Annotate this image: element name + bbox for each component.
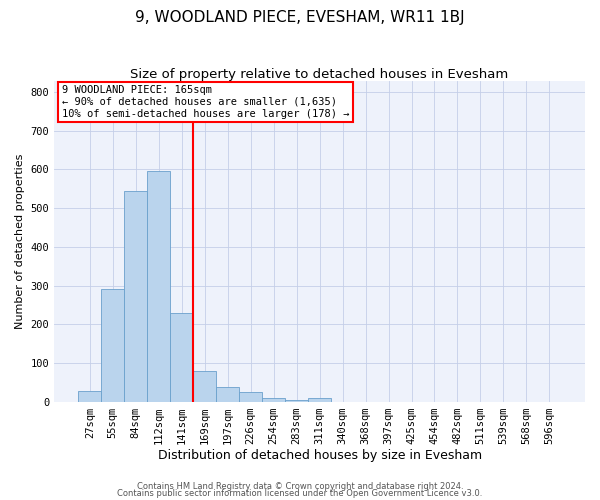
X-axis label: Distribution of detached houses by size in Evesham: Distribution of detached houses by size … bbox=[158, 450, 482, 462]
Y-axis label: Number of detached properties: Number of detached properties bbox=[15, 154, 25, 328]
Text: Contains HM Land Registry data © Crown copyright and database right 2024.: Contains HM Land Registry data © Crown c… bbox=[137, 482, 463, 491]
Bar bbox=[216, 387, 239, 402]
Bar bbox=[285, 400, 308, 402]
Bar bbox=[262, 398, 285, 402]
Text: 9 WOODLAND PIECE: 165sqm
← 90% of detached houses are smaller (1,635)
10% of sem: 9 WOODLAND PIECE: 165sqm ← 90% of detach… bbox=[62, 86, 350, 118]
Bar bbox=[124, 191, 147, 402]
Bar bbox=[147, 172, 170, 402]
Title: Size of property relative to detached houses in Evesham: Size of property relative to detached ho… bbox=[130, 68, 509, 80]
Bar bbox=[193, 372, 216, 402]
Bar bbox=[170, 314, 193, 402]
Bar bbox=[239, 392, 262, 402]
Bar bbox=[308, 398, 331, 402]
Bar bbox=[101, 290, 124, 402]
Text: Contains public sector information licensed under the Open Government Licence v3: Contains public sector information licen… bbox=[118, 489, 482, 498]
Text: 9, WOODLAND PIECE, EVESHAM, WR11 1BJ: 9, WOODLAND PIECE, EVESHAM, WR11 1BJ bbox=[135, 10, 465, 25]
Bar bbox=[78, 391, 101, 402]
